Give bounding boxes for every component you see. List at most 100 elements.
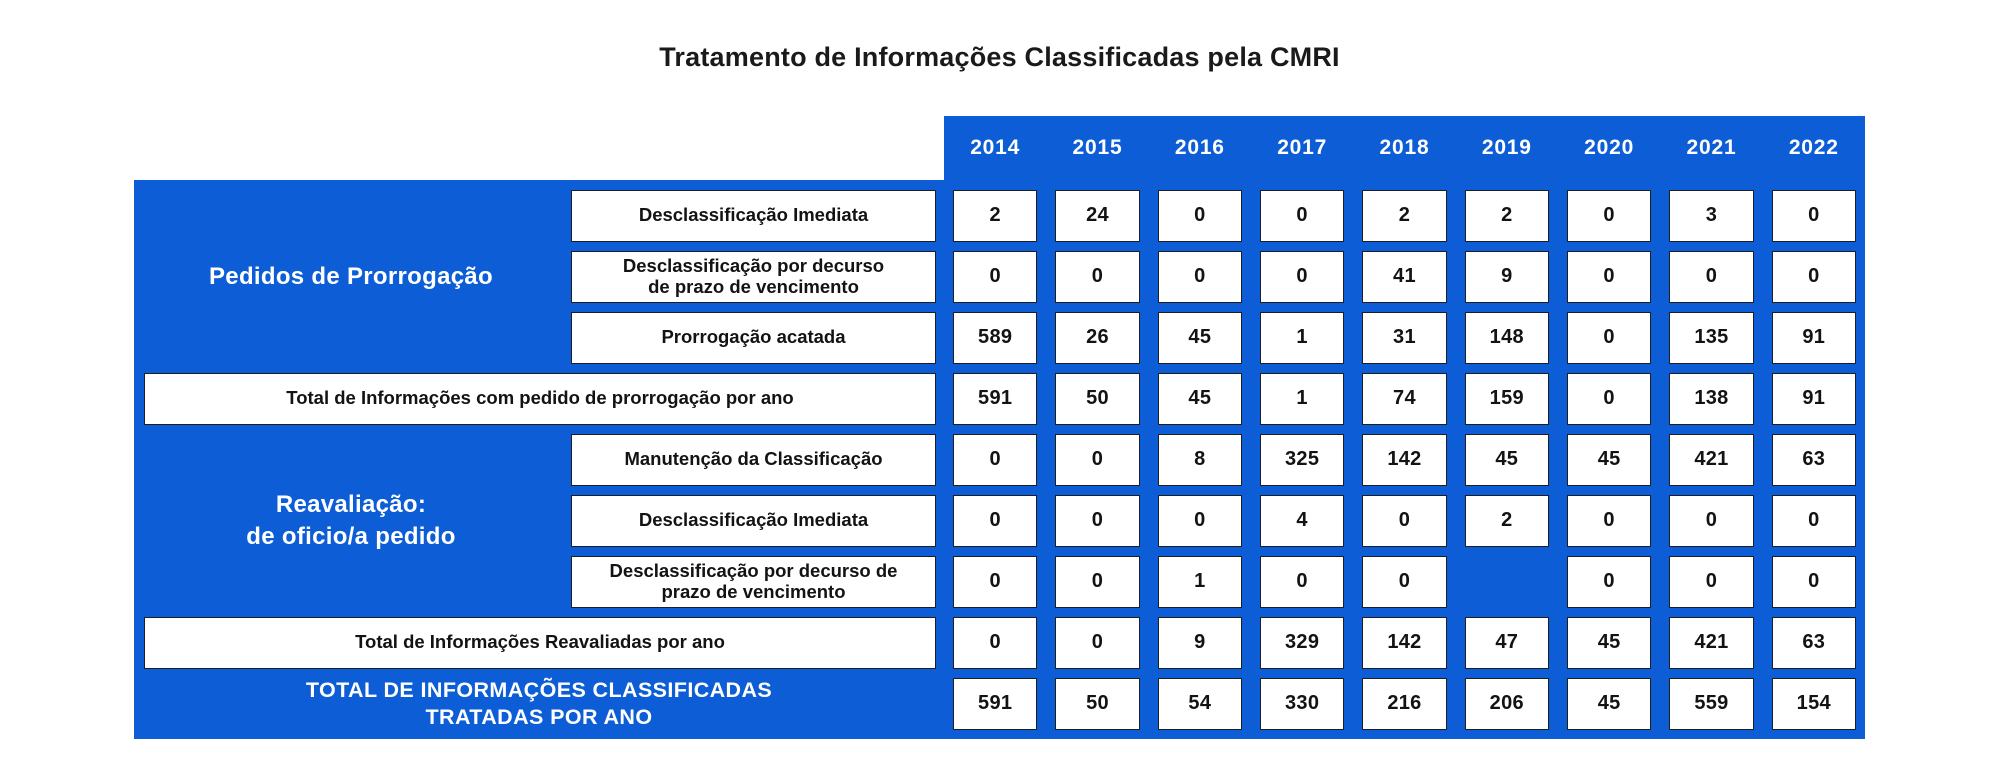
cell-value: 8 [1157, 433, 1242, 486]
cell-value: 26 [1055, 311, 1140, 364]
cell-value: 0 [1566, 372, 1652, 425]
data-cell: 0 [1046, 246, 1148, 307]
data-cell: 0 [944, 246, 1046, 307]
row-label-cell: Desclassificação por decurso de prazo de… [568, 551, 944, 612]
group-label-pedidos-prorrogacao: Pedidos de Prorrogação [208, 262, 493, 290]
cell-value: 2 [1362, 189, 1447, 242]
cell-value: 216 [1362, 677, 1447, 730]
cell-value: 91 [1771, 311, 1856, 364]
data-cell: 330 [1251, 673, 1353, 734]
cell-value: 0 [1055, 250, 1140, 303]
data-cell: 421 [1660, 429, 1762, 490]
year-header-2014: 2014 [970, 136, 1021, 159]
data-cell: 45 [1456, 429, 1558, 490]
cell-value: 0 [1771, 555, 1856, 608]
data-cell: 159 [1456, 368, 1558, 429]
data-cell: 2 [1456, 185, 1558, 246]
data-cell: 0 [1558, 368, 1660, 429]
row-label: Desclassificação por decurso de prazo de… [571, 555, 936, 608]
cell-value: 0 [1771, 189, 1856, 242]
data-cell: 142 [1353, 429, 1455, 490]
data-cell: 1 [1251, 307, 1353, 368]
data-cell: 135 [1660, 307, 1762, 368]
cell-value: 154 [1771, 677, 1856, 730]
data-cell: 0 [1660, 551, 1762, 612]
data-cell: 0 [944, 612, 1046, 673]
cell-value: 0 [1669, 494, 1754, 547]
cell-value: 0 [953, 494, 1038, 547]
cell-value: 0 [1055, 433, 1140, 486]
cell-value: 0 [953, 555, 1038, 608]
cell-value: 138 [1669, 372, 1754, 425]
data-cell: 0 [944, 490, 1046, 551]
cell-value: 41 [1362, 250, 1447, 303]
cell-value: 54 [1157, 677, 1242, 730]
data-cell: 0 [1251, 185, 1353, 246]
data-cell: 0 [944, 429, 1046, 490]
subtotal-row-reavaliadas: Total de Informações Reavaliadas por ano… [134, 612, 1865, 673]
group-label-reavaliacao: Reavaliação: de oficio/a pedido [246, 491, 456, 550]
table-body: Pedidos de Prorrogação Desclassificação … [134, 180, 1865, 739]
cell-value: 0 [953, 250, 1038, 303]
year-header-2015: 2015 [1072, 136, 1123, 159]
cell-value: 0 [1055, 555, 1140, 608]
data-cell: 1 [1251, 368, 1353, 429]
data-cell: 216 [1353, 673, 1455, 734]
data-cell: 421 [1660, 612, 1762, 673]
cell-value: 0 [1157, 189, 1242, 242]
cell-value: 1 [1259, 311, 1345, 364]
year-header-2021: 2021 [1686, 136, 1737, 159]
data-cell: 63 [1763, 612, 1865, 673]
data-cell: 0 [1149, 490, 1251, 551]
data-cell: 0 [1558, 551, 1660, 612]
cell-value: 135 [1669, 311, 1754, 364]
grand-total-row: TOTAL DE INFORMAÇÕES CLASSIFICADAS TRATA… [134, 673, 1865, 734]
cell-value: 45 [1157, 372, 1242, 425]
cell-value: 31 [1362, 311, 1447, 364]
data-cell: 3 [1660, 185, 1762, 246]
grand-total-label: TOTAL DE INFORMAÇÕES CLASSIFICADAS TRATA… [305, 677, 773, 729]
data-cell: 45 [1558, 429, 1660, 490]
data-cell: 47 [1456, 612, 1558, 673]
row-label: Manutenção da Classificação [571, 433, 936, 486]
cell-value: 0 [1771, 494, 1856, 547]
cell-value: 329 [1259, 616, 1345, 669]
data-cell: 591 [944, 368, 1046, 429]
cell-value: 45 [1566, 433, 1652, 486]
cell-value: 45 [1464, 433, 1549, 486]
cell-value: 0 [1157, 250, 1242, 303]
data-cell: 54 [1149, 673, 1251, 734]
data-cell: 41 [1353, 246, 1455, 307]
data-cell-empty [1456, 551, 1558, 612]
data-cell: 0 [1251, 246, 1353, 307]
cmri-table: 2014 2015 2016 2017 2018 2019 2020 2021 … [134, 116, 1865, 739]
table-row: Desclassificação Imediata 2 24 0 0 2 2 0… [568, 185, 1865, 246]
row-label: Desclassificação por decurso de prazo de… [571, 250, 936, 303]
cell-value: 1 [1157, 555, 1242, 608]
data-cell: 325 [1251, 429, 1353, 490]
table-header-row: 2014 2015 2016 2017 2018 2019 2020 2021 … [134, 116, 1865, 180]
data-cell: 26 [1046, 307, 1148, 368]
table-row: Desclassificação por decurso de prazo de… [568, 246, 1865, 307]
cell-value: 421 [1669, 433, 1754, 486]
data-cell: 0 [1763, 185, 1865, 246]
cell-value: 2 [953, 189, 1038, 242]
data-cell: 148 [1456, 307, 1558, 368]
data-cell: 91 [1763, 307, 1865, 368]
year-header-2019: 2019 [1481, 136, 1532, 159]
year-header-2020: 2020 [1584, 136, 1635, 159]
data-cell: 45 [1558, 612, 1660, 673]
cell-value: 0 [1566, 311, 1652, 364]
group-rows: Desclassificação Imediata 2 24 0 0 2 2 0… [568, 185, 1865, 368]
data-cell: 589 [944, 307, 1046, 368]
data-cell: 142 [1353, 612, 1455, 673]
cell-value: 0 [1566, 189, 1652, 242]
data-cell: 0 [1046, 490, 1148, 551]
cell-value: 9 [1464, 250, 1549, 303]
cell-value: 0 [1055, 616, 1140, 669]
data-cell: 31 [1353, 307, 1455, 368]
data-cell: 24 [1046, 185, 1148, 246]
cell-value: 91 [1771, 372, 1856, 425]
cell-value: 0 [1259, 189, 1345, 242]
data-cell: 9 [1149, 612, 1251, 673]
